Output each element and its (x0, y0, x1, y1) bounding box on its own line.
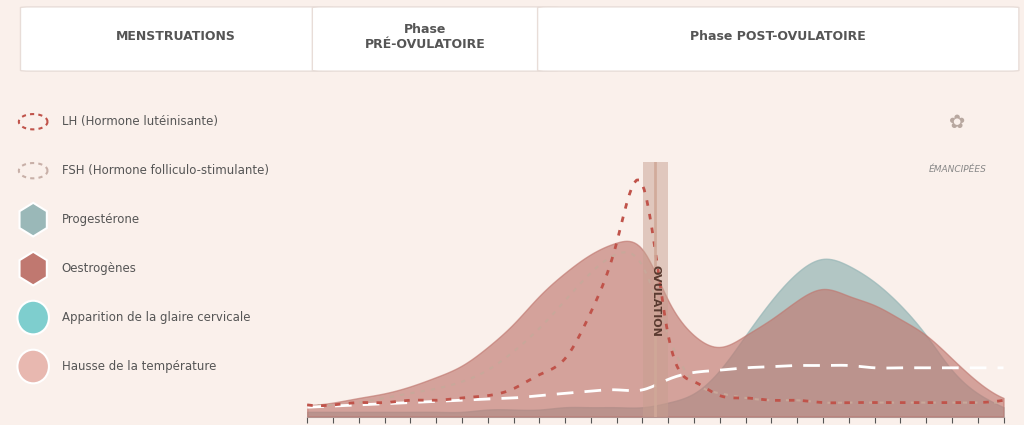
FancyBboxPatch shape (312, 7, 558, 71)
Text: FSH (Hormone folliculo-stimulante): FSH (Hormone folliculo-stimulante) (61, 164, 269, 177)
Text: Oestrogènes: Oestrogènes (61, 262, 137, 275)
Text: ✿: ✿ (949, 113, 966, 132)
Text: Progestérone: Progestérone (61, 213, 140, 226)
Text: OVULATION: OVULATION (650, 265, 660, 337)
Circle shape (17, 301, 49, 334)
Text: LH (Hormone lutéinisante): LH (Hormone lutéinisante) (61, 115, 218, 128)
Text: MENSTRUATIONS: MENSTRUATIONS (116, 30, 237, 43)
Circle shape (17, 350, 49, 383)
Text: Phase
PRÉ-OVULATOIRE: Phase PRÉ-OVULATOIRE (365, 23, 485, 51)
Text: Hausse de la température: Hausse de la température (61, 360, 216, 373)
Text: ÉMANCIPÉES: ÉMANCIPÉES (929, 165, 986, 175)
FancyBboxPatch shape (538, 7, 1019, 71)
FancyBboxPatch shape (20, 7, 333, 71)
Text: Phase POST-OVULATOIRE: Phase POST-OVULATOIRE (690, 30, 866, 43)
Text: Apparition de la glaire cervicale: Apparition de la glaire cervicale (61, 311, 250, 324)
